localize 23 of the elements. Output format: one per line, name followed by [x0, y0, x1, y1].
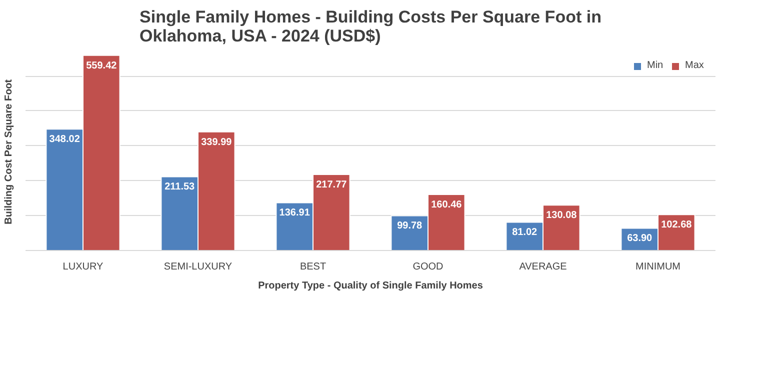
data-label: 81.02: [512, 227, 538, 238]
data-label: 348.02: [49, 134, 80, 146]
data-label: 63.90: [627, 233, 653, 244]
data-label: 217.77: [316, 180, 348, 191]
x-tick-label: GOOD: [412, 262, 444, 272]
data-label: 339.99: [201, 136, 232, 148]
x-axis-title: Property Type - Quality of Single Family Homes: [258, 280, 484, 292]
data-label: 160.46: [431, 200, 462, 211]
y-axis-title: Building Cost Per Square Foot: [4, 78, 14, 224]
x-tick-label: LUXURY: [62, 262, 104, 272]
x-tick-label: BEST: [300, 262, 326, 272]
data-label: 136.91: [279, 208, 310, 219]
legend-label: Min: [647, 60, 664, 71]
data-label: 559.42: [86, 60, 118, 72]
data-label: 211.53: [164, 182, 196, 193]
data-label: 102.68: [661, 220, 692, 231]
x-tick-label: SEMI-LUXURY: [164, 262, 232, 272]
x-tick-label: MINIMUM: [636, 262, 681, 272]
data-label: 99.78: [397, 220, 423, 232]
legend-label: Max: [685, 60, 705, 71]
data-label: 130.08: [546, 210, 578, 222]
x-tick-label: AVERAGE: [519, 262, 568, 272]
chart-title: Single Family Homes - Building Costs Per Square Foot in Oklahoma, USA - 2024 (USD$): [140, 8, 602, 46]
